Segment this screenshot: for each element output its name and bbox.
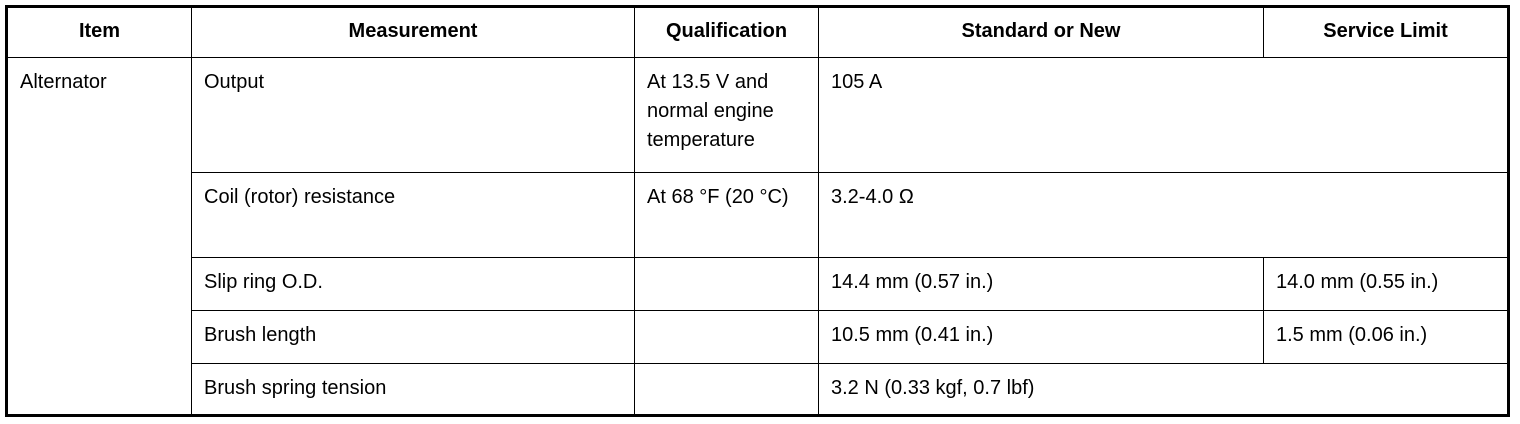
limit-cell: 1.5 mm (0.06 in.) [1263,310,1509,364]
header-cell: Measurement [191,6,635,58]
header-cell: Qualification [634,6,819,58]
qualification-cell: At 13.5 V and normal engine temperature [634,57,819,173]
standard-cell: 105 A [818,57,1509,173]
measurement-cell: Brush length [191,310,635,364]
empty-cell [634,310,819,364]
standard-cell: 3.2 N (0.33 kgf, 0.7 lbf) [818,363,1509,416]
table-row: Coil (rotor) resistance At 68 °F (20 °C) 3… [7,172,1509,258]
measurement-cell: Coil (rotor) resistance [191,172,635,258]
item-cell: Alternator [6,57,192,416]
standard-cell: 10.5 mm (0.41 in.) [818,310,1264,364]
table-row: Brush spring tension 3.2 N (0.33 kgf, 0.7… [7,363,1509,416]
standard-cell: 3.2-4.0 Ω [818,172,1509,258]
header-row: Item Measurement Qualification Standard or … [6,6,1509,58]
empty-cell [634,257,819,311]
header-cell: Service Limit [1263,6,1509,58]
measurement-cell: Brush spring tension [191,363,635,416]
table-body: Alternator Output At 13.5 V and normal eng… [6,57,1509,416]
header-cell: Standard or New [818,6,1264,58]
table-row: Brush length 10.5 mm (0.41 in.) 1.5 mm (0.… [7,310,1509,364]
table-row: Slip ring O.D. 14.4 mm (0.57 in.) 14.0 mm … [7,257,1509,311]
table-row: Alternator Output At 13.5 V and normal eng… [6,57,1509,416]
measurement-cell: Output [191,57,635,173]
measurement-cell: Slip ring O.D. [191,257,635,311]
header-cell: Item [6,6,192,58]
empty-cell [634,363,819,416]
qualification-cell: At 68 °F (20 °C) [634,172,819,258]
limit-cell: 14.0 mm (0.55 in.) [1263,257,1509,311]
spec-table: Item Measurement Qualification Standard or … [5,5,1510,417]
standard-cell: 14.4 mm (0.57 in.) [818,257,1264,311]
